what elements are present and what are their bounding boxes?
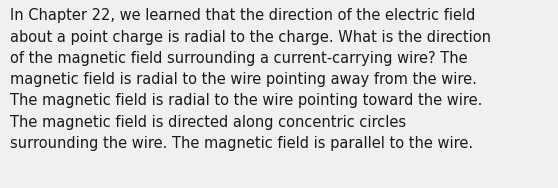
Text: In Chapter 22, we learned that the direction of the electric field
about a point: In Chapter 22, we learned that the direc… [10, 8, 491, 151]
